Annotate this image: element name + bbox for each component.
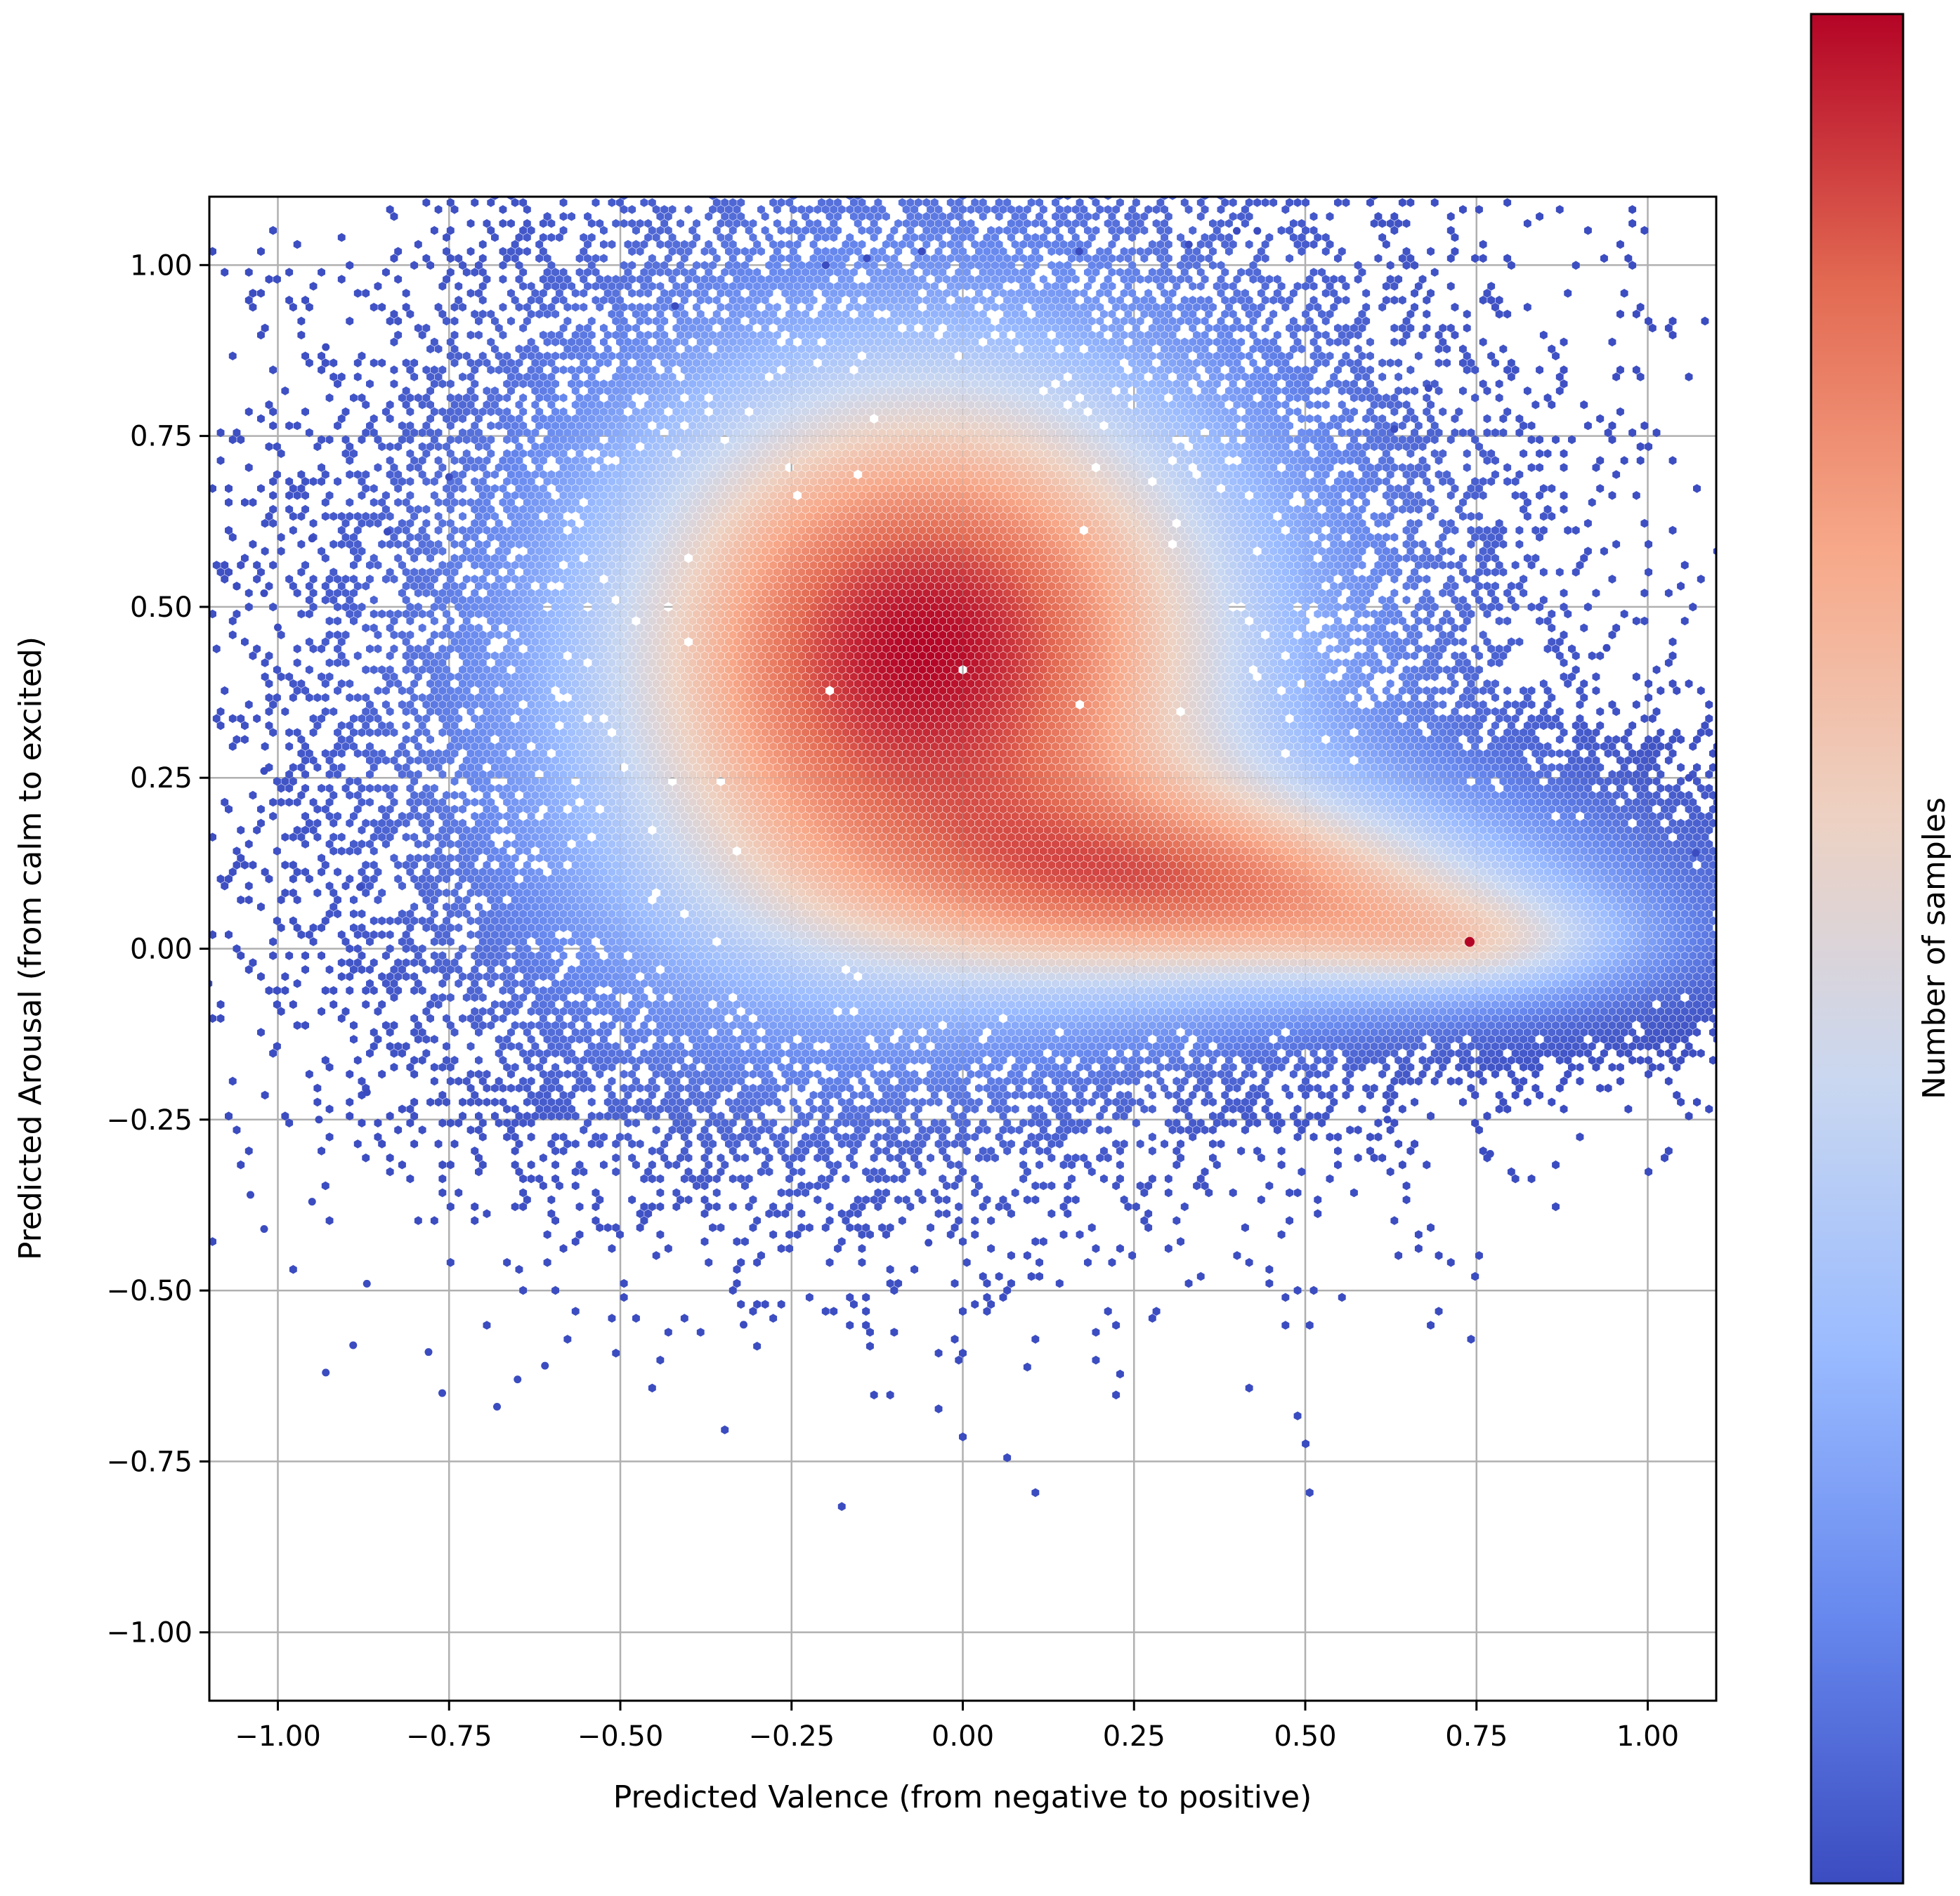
hexbin-chart: −1.00 −0.75 −0.50 −0.25 0.00 0.25 0.50 0.75 1.00… bbox=[0, 0, 1960, 1896]
